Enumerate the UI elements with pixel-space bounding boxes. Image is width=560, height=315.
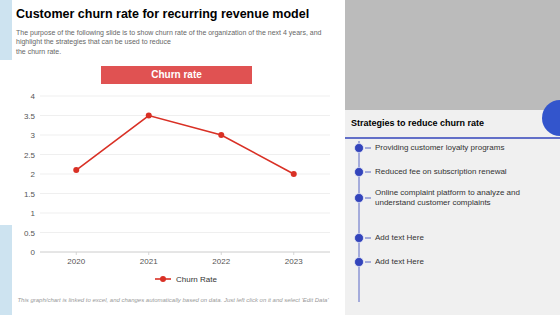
legend-item: Churn Rate bbox=[155, 275, 217, 284]
point bbox=[218, 132, 224, 138]
legend-label: Churn Rate bbox=[176, 275, 217, 284]
x-tick bbox=[76, 252, 77, 255]
strategy-dash bbox=[365, 198, 371, 199]
y-tick-label: 1.5 bbox=[24, 190, 36, 199]
y-tick-label: 4 bbox=[31, 92, 36, 101]
x-tick bbox=[221, 252, 222, 255]
strategy-dash bbox=[365, 238, 371, 239]
y-tick-label: 2.5 bbox=[24, 151, 36, 160]
series-line bbox=[76, 116, 294, 175]
strategy-bullet bbox=[355, 258, 364, 267]
point bbox=[291, 171, 297, 177]
panel-rule bbox=[345, 137, 560, 139]
y-tick-label: 3 bbox=[31, 131, 36, 140]
x-tick-label: 2023 bbox=[285, 257, 303, 266]
strategy-text: Providing customer loyalty programs bbox=[375, 143, 504, 153]
decoration-layer bbox=[0, 0, 560, 315]
strategy-dash bbox=[365, 148, 371, 149]
x-tick bbox=[148, 252, 149, 255]
x-tick-label: 2021 bbox=[140, 257, 158, 266]
y-tick-label: 1 bbox=[31, 209, 36, 218]
grid-line bbox=[40, 252, 330, 253]
grid-line bbox=[40, 154, 330, 155]
grid-line bbox=[40, 115, 330, 116]
x-tick bbox=[293, 252, 294, 255]
strategy-bullet bbox=[355, 194, 364, 203]
y-tick-label: 0 bbox=[31, 248, 36, 257]
left-bar-bottom bbox=[0, 225, 12, 315]
strategy-text: Add text Here bbox=[375, 233, 424, 243]
strategy-bullet bbox=[355, 144, 364, 153]
y-tick-label: 2 bbox=[31, 170, 36, 179]
strategy-dash bbox=[365, 172, 371, 173]
strategy-bullet bbox=[355, 234, 364, 243]
page: Customer churn rate for recurring revenu… bbox=[0, 0, 560, 315]
subtitle: The purpose of the following slide is to… bbox=[16, 28, 336, 56]
bullet-connector bbox=[359, 141, 360, 302]
grid-line bbox=[40, 135, 330, 136]
grid-line bbox=[40, 232, 330, 233]
plot-marks bbox=[73, 113, 297, 178]
x-tick-label: 2022 bbox=[212, 257, 230, 266]
panel-title: Strategies to reduce churn rate bbox=[351, 118, 484, 128]
x-axis-line bbox=[40, 252, 330, 253]
x-tick-label: 2020 bbox=[67, 257, 85, 266]
y-tick-label: 0.5 bbox=[24, 229, 36, 238]
strategy-text: Reduced fee on subscription renewal bbox=[375, 167, 507, 177]
strategy-dash bbox=[365, 262, 371, 263]
strategy-text: Online complaint platform to analyze and… bbox=[375, 188, 520, 208]
grid-line bbox=[40, 213, 330, 214]
grid-line bbox=[40, 193, 330, 194]
legend-marker bbox=[160, 276, 166, 282]
footer: This graph/chart is linked to excel, and… bbox=[8, 297, 338, 305]
strategy-text: Add text Here bbox=[375, 257, 424, 267]
left-bar-top bbox=[0, 0, 12, 60]
right-panel bbox=[345, 0, 560, 315]
y-tick-label: 3.5 bbox=[24, 112, 36, 121]
chart: 0 0.5 1 1.5 2 2.5 3 3.5 4 2020 2021 2022 2023 Churn R… bbox=[0, 0, 560, 315]
photo-placeholder bbox=[345, 0, 560, 110]
strategy-bullet bbox=[355, 168, 364, 177]
grid-line bbox=[40, 96, 330, 97]
point bbox=[73, 167, 79, 173]
grid-line bbox=[40, 174, 330, 175]
corner-circle bbox=[542, 100, 560, 136]
point bbox=[146, 113, 152, 119]
title: Customer churn rate for recurring revenu… bbox=[16, 7, 341, 21]
chart-label: Churn rate bbox=[101, 66, 252, 84]
